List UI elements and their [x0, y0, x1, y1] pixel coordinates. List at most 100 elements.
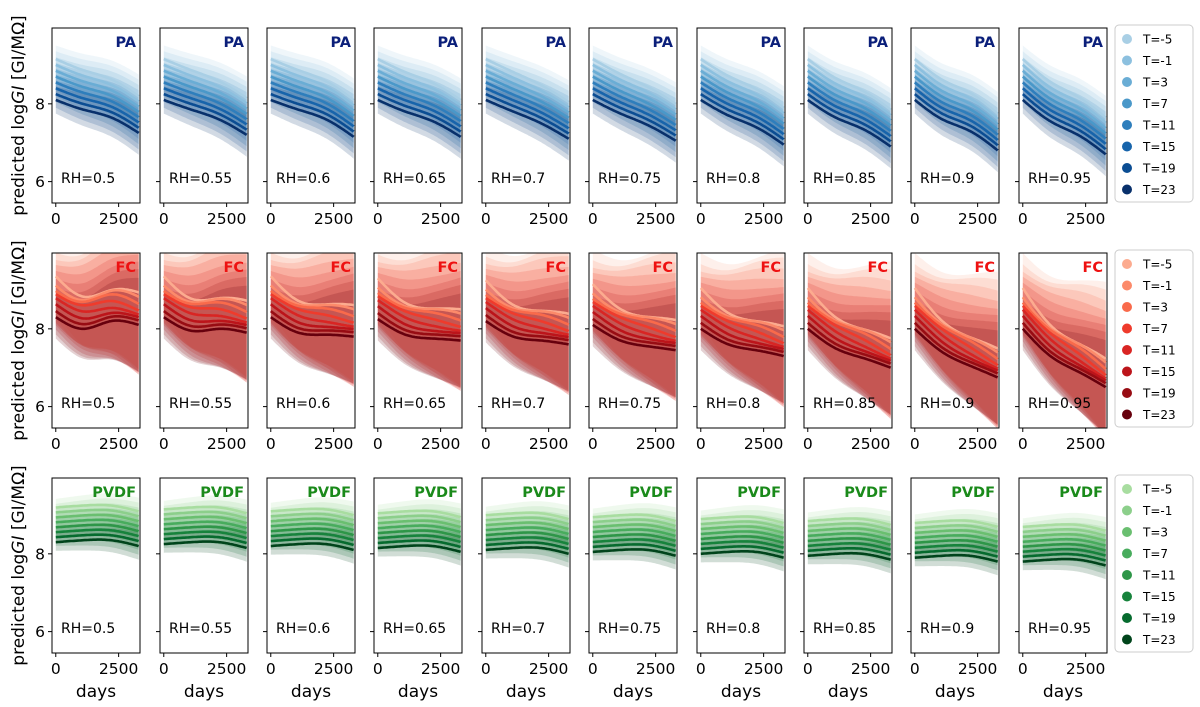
panel-fc-10: 0 2500 FC RH=0.95 — [1015, 252, 1108, 453]
panel-pvdf-4: 0 2500 PVDF RH=0.65 days — [370, 477, 463, 702]
rh-label: RH=0.9 — [920, 396, 974, 412]
series-line-t23 — [377, 544, 462, 554]
series-line-t15 — [913, 314, 999, 372]
legend-marker — [1122, 77, 1132, 87]
rh-label: RH=0.9 — [920, 621, 974, 637]
x-tick-label: 2500 — [421, 660, 460, 678]
panel-frame — [159, 477, 249, 654]
material-tag: FC — [974, 260, 995, 276]
legend-marker — [1122, 505, 1132, 516]
rh-label: RH=0.5 — [61, 171, 115, 187]
x-tick-label: 0 — [266, 435, 276, 453]
series-line-t19 — [913, 93, 999, 147]
series-line-t3 — [807, 69, 892, 122]
series-line-t-1 — [55, 63, 140, 103]
legend-marker — [1122, 388, 1132, 398]
legend-item-t15: T=15 — [1142, 365, 1176, 379]
series-line-t15 — [377, 87, 462, 128]
series-line-t15 — [485, 87, 570, 130]
series-line-t7 — [55, 518, 139, 528]
series-line-t-5 — [163, 57, 248, 100]
legend-item-t19: T=19 — [1142, 612, 1176, 626]
series-line-t3 — [163, 289, 248, 314]
series-line-t3 — [485, 521, 569, 531]
panel-frame — [803, 252, 893, 429]
material-tag: FC — [867, 260, 888, 276]
panel-frame — [481, 252, 571, 429]
band-t19 — [700, 299, 784, 404]
band-t3 — [592, 262, 676, 400]
series-line-t23 — [806, 327, 892, 369]
x-tick-label: 2500 — [529, 435, 568, 453]
panel-pa-5: 0 2500 PA RH=0.7 — [478, 27, 571, 228]
panel-fc-7: 0 2500 FC RH=0.8 — [693, 252, 786, 453]
series-line-t23 — [1021, 98, 1107, 156]
panel-fc-5: 0 2500 FC RH=0.7 — [478, 252, 571, 453]
series-line-t23 — [485, 546, 569, 556]
series-line-t11 — [700, 308, 785, 349]
x-tick-label: 0 — [588, 660, 598, 678]
x-tick-label: 0 — [159, 435, 169, 453]
legend-item-t11: T=11 — [1142, 344, 1176, 358]
legend-item-t23: T=23 — [1142, 183, 1176, 197]
panel-pa-9: 0 2500 PA RH=0.9 — [907, 27, 1000, 228]
series-line-t-5 — [806, 58, 892, 111]
rh-label: RH=0.65 — [383, 621, 446, 637]
band-t23 — [163, 285, 247, 380]
series-line-t11 — [55, 81, 140, 119]
panel-pa-7: 0 2500 PA RH=0.8 — [693, 27, 786, 228]
series-line-t15 — [592, 538, 677, 548]
series-line-t23 — [914, 553, 999, 563]
rh-label: RH=0.75 — [598, 396, 661, 412]
band-t-1 — [270, 253, 354, 382]
series-line-t3 — [377, 519, 462, 529]
legend-item-t-1: T=-1 — [1142, 279, 1172, 293]
series-line-t19 — [377, 92, 462, 133]
x-tick-label: 2500 — [1066, 210, 1105, 228]
band-t7 — [1022, 276, 1106, 428]
panel-frame — [696, 252, 786, 429]
series-line-t15 — [700, 540, 785, 550]
panel-pa-1: 6 8 0 2500 PA RH=0.5 — [35, 27, 141, 228]
band-t11 — [1022, 68, 1106, 161]
panel-frame — [481, 27, 571, 204]
x-tick-label: 0 — [481, 660, 491, 678]
series-line-t-5 — [55, 57, 140, 98]
series-line-t15 — [807, 542, 892, 552]
band-t19 — [163, 80, 247, 152]
panel-frame — [1018, 477, 1108, 654]
series-line-t-1 — [377, 514, 461, 524]
series-line-t15 — [700, 87, 785, 136]
series-line-t15 — [55, 303, 140, 320]
panel-frame — [266, 477, 356, 654]
panel-pvdf-10: 0 2500 PVDF RH=0.95 days — [1015, 477, 1108, 702]
x-tick-label: 0 — [159, 660, 169, 678]
band-t3 — [55, 253, 139, 373]
rh-label: RH=0.65 — [383, 396, 446, 412]
series-line-t-1 — [1021, 63, 1107, 124]
rh-label: RH=0.55 — [169, 621, 232, 637]
band-t-5 — [377, 253, 461, 387]
series-line-t3 — [377, 69, 462, 112]
series-line-t-1 — [1022, 528, 1107, 538]
panel-pa-6: 0 2500 PA RH=0.75 — [585, 27, 678, 228]
series-line-t23 — [913, 98, 999, 152]
series-line-t15 — [55, 528, 139, 538]
legend-marker — [1122, 323, 1132, 334]
series-line-t3 — [806, 301, 892, 351]
band-t23 — [163, 86, 247, 157]
series-line-t11 — [270, 81, 355, 123]
series-line-t23 — [1021, 327, 1107, 389]
x-tick-label: 2500 — [744, 660, 783, 678]
rh-label: RH=0.7 — [491, 621, 545, 637]
series-line-t11 — [163, 297, 248, 324]
x-tick-label: 2500 — [636, 435, 675, 453]
legend-item-t19: T=19 — [1142, 162, 1176, 176]
band-t19 — [914, 80, 998, 167]
series-line-t19 — [592, 543, 676, 553]
band-t7 — [55, 253, 139, 375]
y-tick-label: 6 — [35, 398, 45, 416]
series-line-t3 — [1021, 301, 1107, 371]
series-line-t-1 — [269, 284, 355, 311]
material-tag: PA — [223, 35, 244, 51]
